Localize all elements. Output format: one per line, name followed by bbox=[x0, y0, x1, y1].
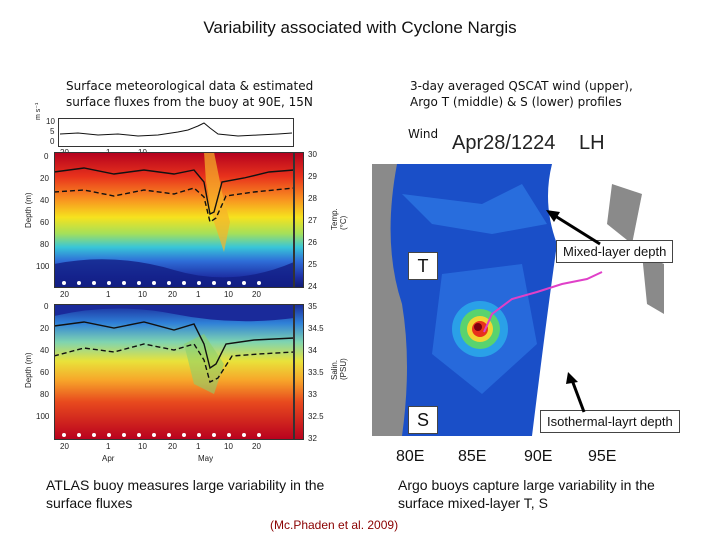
day-tick: 10 bbox=[224, 442, 233, 451]
day-tick: 1 bbox=[196, 290, 201, 299]
day-tick: 20 bbox=[252, 442, 261, 451]
day-tick: 10 bbox=[138, 290, 147, 299]
depth-tick: 0 bbox=[44, 152, 49, 161]
isothermal-label: Isothermal-layrt depth bbox=[540, 410, 680, 433]
wind-tick: 10 bbox=[46, 117, 55, 126]
colorbar-tick: 34.5 bbox=[308, 324, 324, 333]
map-title-date: Apr28/1224 bbox=[452, 132, 556, 154]
day-tick: 20 bbox=[168, 290, 177, 299]
colorbar-tick: 35 bbox=[308, 302, 317, 311]
wind-map bbox=[372, 164, 664, 436]
temp-colorbar-label: Temp. (°C) bbox=[330, 208, 348, 230]
wind-ylabel: m s⁻¹ bbox=[35, 102, 42, 120]
colorbar-tick: 26 bbox=[308, 238, 317, 247]
colorbar-tick: 24 bbox=[308, 282, 317, 291]
s-label: S bbox=[408, 406, 438, 434]
colorbar-tick: 25 bbox=[308, 260, 317, 269]
colorbar-tick: 29 bbox=[308, 172, 317, 181]
wind-tick: 5 bbox=[50, 127, 55, 136]
day-tick: 10 bbox=[224, 290, 233, 299]
wind-tick: 0 bbox=[50, 137, 55, 146]
colorbar-tick: 33 bbox=[308, 390, 317, 399]
depth-tick: 20 bbox=[40, 174, 49, 183]
depth-tick: 20 bbox=[40, 324, 49, 333]
t-label: T bbox=[408, 252, 438, 280]
slide-title: Variability associated with Cyclone Narg… bbox=[203, 18, 517, 37]
day-tick: 20 bbox=[168, 442, 177, 451]
temperature-section bbox=[54, 152, 294, 288]
map-title: Apr28/1224 LH bbox=[452, 132, 605, 155]
buoy-figure: m s⁻¹ 10 5 0 20 1 10 Depth (m) 0 20 40 6… bbox=[18, 103, 348, 472]
lon-tick: 80E bbox=[396, 448, 425, 465]
salt-colorbar-label: Salin. (PSU) bbox=[330, 358, 348, 380]
depth-tick: 100 bbox=[36, 412, 50, 421]
temperature-colorbar bbox=[294, 152, 304, 288]
wind-label: Wind bbox=[408, 127, 439, 141]
month-label: May bbox=[198, 454, 214, 463]
depth-tick: 0 bbox=[44, 302, 49, 311]
depth-tick: 100 bbox=[36, 262, 50, 271]
depth-tick: 80 bbox=[40, 240, 49, 249]
wind-timeseries bbox=[58, 118, 294, 147]
colorbar-tick: 32.5 bbox=[308, 412, 324, 421]
depth-tick: 60 bbox=[40, 368, 49, 377]
day-tick: 1 bbox=[106, 442, 111, 451]
lon-tick: 90E bbox=[524, 448, 553, 465]
depth-tick: 40 bbox=[40, 196, 49, 205]
month-label: Apr bbox=[102, 454, 115, 463]
depth-tick: 40 bbox=[40, 346, 49, 355]
colorbar-tick: 28 bbox=[308, 194, 317, 203]
salinity-section bbox=[54, 304, 294, 440]
depth-tick: 80 bbox=[40, 390, 49, 399]
salinity-colorbar bbox=[294, 304, 304, 440]
mixed-layer-arrow bbox=[546, 210, 601, 246]
right-caption: 3-day averaged QSCAT wind (upper), Argo … bbox=[410, 79, 633, 109]
depth-tick: 60 bbox=[40, 218, 49, 227]
map-title-suffix: LH bbox=[578, 132, 605, 154]
colorbar-tick: 32 bbox=[308, 434, 317, 443]
left-caption: Surface meteorological data & estimated … bbox=[66, 79, 314, 109]
citation: (Mc.Phaden et al. 2009) bbox=[270, 518, 399, 532]
colorbar-tick: 27 bbox=[308, 216, 317, 225]
lon-tick: 95E bbox=[588, 448, 617, 465]
lon-tick: 85E bbox=[458, 448, 487, 465]
day-tick: 20 bbox=[252, 290, 261, 299]
day-tick: 20 bbox=[60, 290, 69, 299]
day-tick: 1 bbox=[196, 442, 201, 451]
mixed-layer-label: Mixed-layer depth bbox=[556, 240, 674, 263]
colorbar-tick: 30 bbox=[308, 150, 317, 159]
colorbar-tick: 33.5 bbox=[308, 368, 324, 377]
depth-label-salt: Depth (m) bbox=[24, 352, 33, 388]
day-tick: 1 bbox=[106, 290, 111, 299]
day-tick: 10 bbox=[138, 442, 147, 451]
day-tick: 20 bbox=[60, 442, 69, 451]
bottom-left-text: ATLAS buoy measures large variability in… bbox=[46, 477, 325, 511]
colorbar-tick: 34 bbox=[308, 346, 317, 355]
isothermal-arrow bbox=[566, 372, 586, 413]
depth-label-temp: Depth (m) bbox=[24, 192, 33, 228]
bottom-right-text: Argo buoys capture large variability in … bbox=[398, 477, 655, 511]
